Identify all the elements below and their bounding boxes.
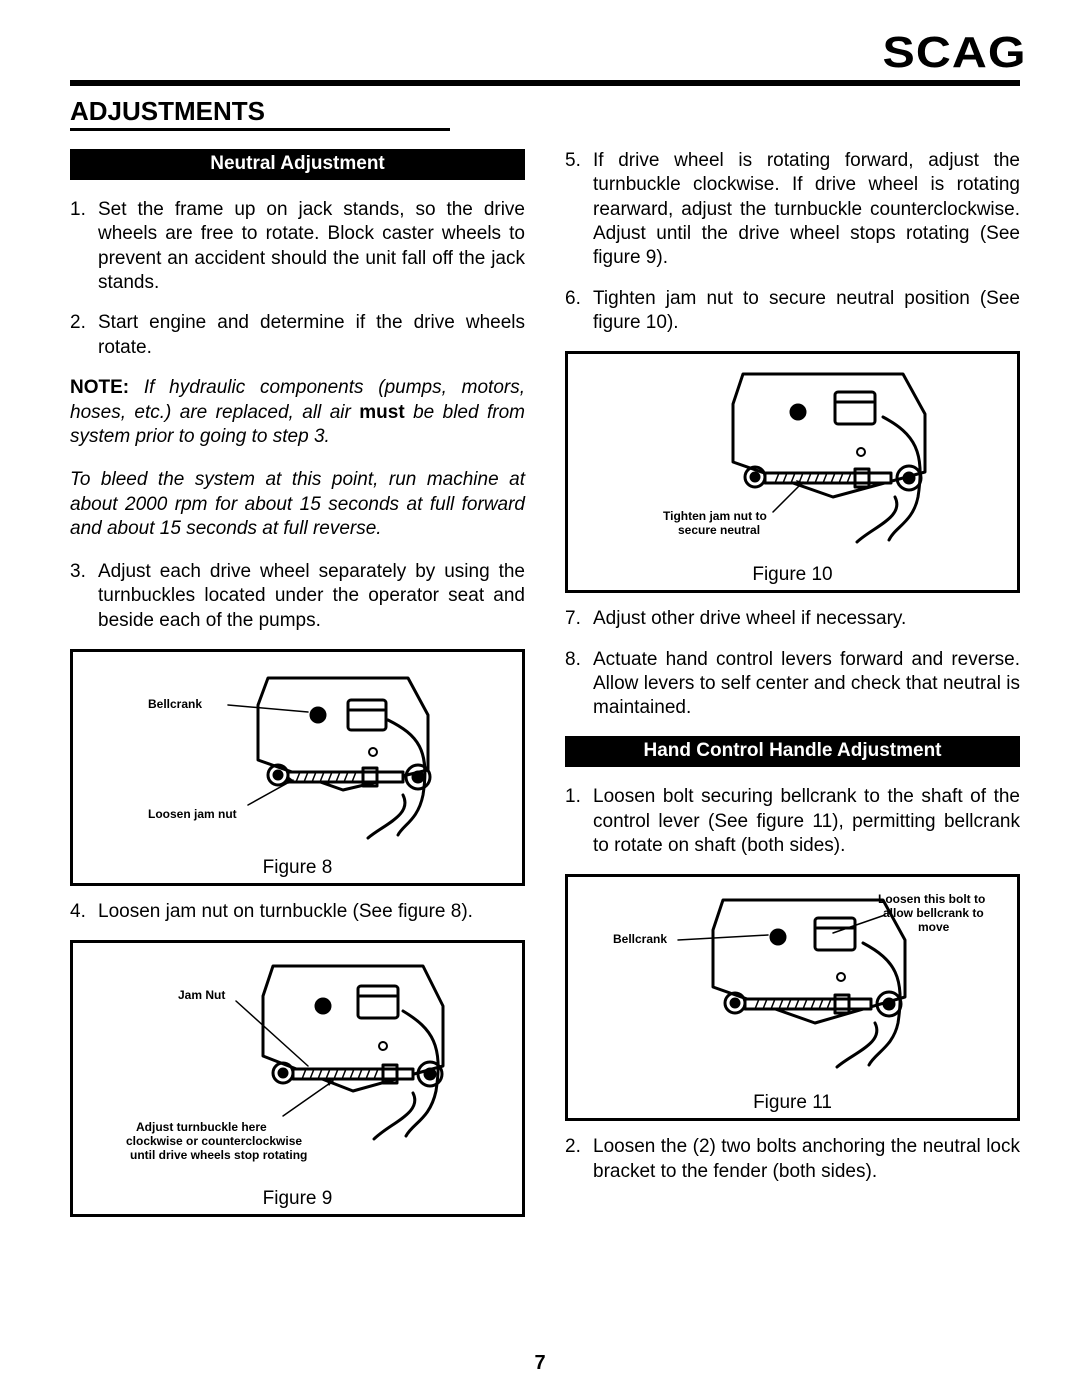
subhead-hand-control: Hand Control Handle Adjustment (565, 736, 1020, 767)
step-1: Set the frame up on jack stands, so the … (70, 198, 525, 295)
hand-steps-b: Loosen the (2) two bolts anchoring the n… (565, 1135, 1020, 1184)
step-4: Loosen jam nut on turnbuckle (See figure… (70, 900, 525, 924)
step-2: Start engine and determine if the drive … (70, 311, 525, 360)
step-6: Tighten jam nut to secure neutral positi… (565, 287, 1020, 336)
steps-list-c: Loosen jam nut on turnbuckle (See figure… (70, 900, 525, 924)
fig9-label-adj1: Adjust turnbuckle here (136, 1120, 267, 1134)
figure-9: Jam Nut Adjust turnbuckle here clockwise… (70, 940, 525, 1217)
steps-list-d: If drive wheel is rotating forward, adju… (565, 149, 1020, 335)
note-bleed: To bleed the system at this point, run m… (70, 468, 525, 542)
page-title: ADJUSTMENTS (70, 96, 450, 131)
steps-list-a: Set the frame up on jack stands, so the … (70, 198, 525, 360)
fig8-label-jam: Loosen jam nut (148, 807, 237, 821)
fig11-label-b2: allow bellcrank to (883, 906, 984, 920)
figure-8-svg: Bellcrank Loosen jam nut (118, 660, 478, 855)
step-5: If drive wheel is rotating forward, adju… (565, 149, 1020, 271)
fig11-label-b1: Loosen this bolt to (878, 892, 985, 906)
two-column-layout: Neutral Adjustment Set the frame up on j… (70, 149, 1020, 1231)
step-3: Adjust each drive wheel separately by us… (70, 560, 525, 633)
note-block: NOTE: If hydraulic components (pumps, mo… (70, 376, 525, 450)
figure-9-caption: Figure 9 (81, 1188, 514, 1210)
fig8-label-bellcrank: Bellcrank (148, 697, 202, 711)
brand-logo: SCAG (882, 28, 1026, 78)
figure-11-caption: Figure 11 (576, 1092, 1009, 1114)
fig9-label-adj2: clockwise or counterclockwise (126, 1134, 302, 1148)
step-7: Adjust other drive wheel if necessary. (565, 607, 1020, 631)
step-8: Actuate hand control levers forward and … (565, 648, 1020, 721)
fig9-label-adj3: until drive wheels stop rotating (130, 1148, 307, 1162)
figure-10-svg: Tighten jam nut to secure neutral (603, 362, 983, 562)
steps-list-b: Adjust each drive wheel separately by us… (70, 560, 525, 633)
figure-11-svg: Bellcrank Loosen this bolt to allow bell… (593, 885, 993, 1090)
left-column: Neutral Adjustment Set the frame up on j… (70, 149, 525, 1231)
note-bold: must (359, 402, 404, 423)
subhead-neutral: Neutral Adjustment (70, 149, 525, 180)
fig9-label-jam: Jam Nut (178, 988, 225, 1002)
hand-step-2: Loosen the (2) two bolts anchoring the n… (565, 1135, 1020, 1184)
figure-11: Bellcrank Loosen this bolt to allow bell… (565, 874, 1020, 1121)
note-lead: NOTE: (70, 377, 129, 398)
steps-list-e: Adjust other drive wheel if necessary. A… (565, 607, 1020, 720)
figure-9-svg: Jam Nut Adjust turnbuckle here clockwise… (108, 951, 488, 1186)
page-number: 7 (534, 1352, 545, 1375)
hand-step-1: Loosen bolt securing bellcrank to the sh… (565, 785, 1020, 858)
hand-steps-a: Loosen bolt securing bellcrank to the sh… (565, 785, 1020, 858)
figure-10-caption: Figure 10 (576, 564, 1009, 586)
figure-8: Bellcrank Loosen jam nut Figure 8 (70, 649, 525, 886)
fig10-label1: Tighten jam nut to (663, 509, 767, 523)
figure-8-caption: Figure 8 (81, 857, 514, 879)
figure-10: Tighten jam nut to secure neutral Figure… (565, 351, 1020, 593)
fig11-label-bell: Bellcrank (613, 932, 667, 946)
right-column: If drive wheel is rotating forward, adju… (565, 149, 1020, 1231)
fig11-label-b3: move (918, 920, 950, 934)
top-rule (70, 80, 1020, 86)
fig10-label2: secure neutral (678, 523, 760, 537)
